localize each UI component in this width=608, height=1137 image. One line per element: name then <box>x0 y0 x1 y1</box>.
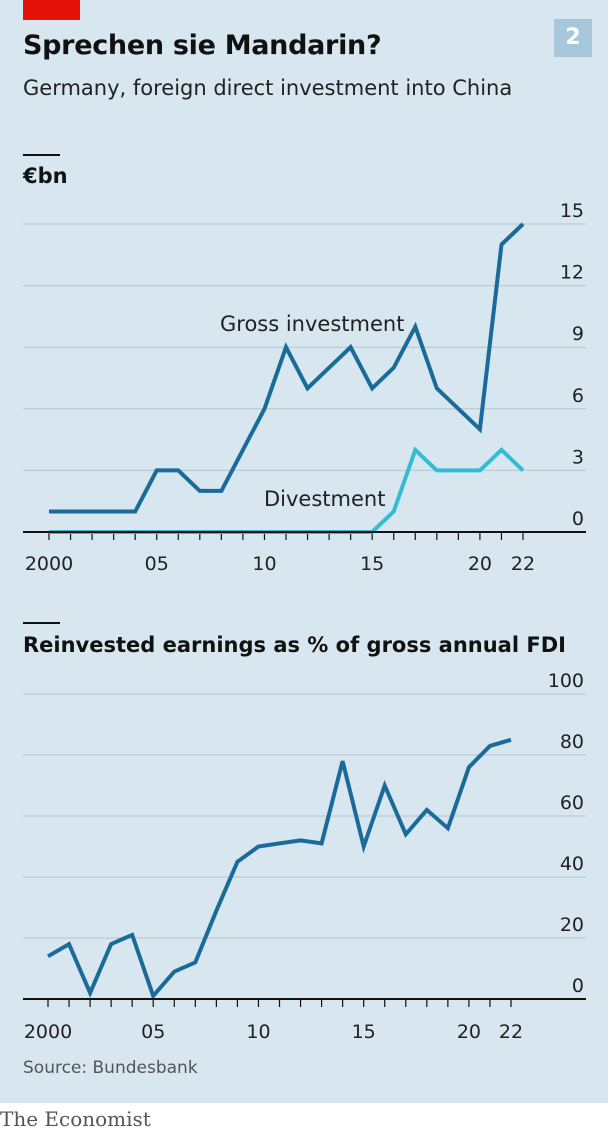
chart2-xtick-label: 22 <box>499 1021 523 1043</box>
chart1-head-rule <box>23 154 60 156</box>
chart1-xtick-label: 2000 <box>25 553 73 575</box>
chart-number-badge: 2 <box>554 19 592 57</box>
chart1-ytick-label: 15 <box>560 200 584 222</box>
chart1-xtick-label: 10 <box>252 553 276 575</box>
chart1-ytick-label: 12 <box>560 262 584 284</box>
chart2-title: Reinvested earnings as % of gross annual… <box>23 633 566 657</box>
brand-wordmark: The Economist <box>0 1107 151 1131</box>
chart1-xtick-label: 20 <box>468 553 492 575</box>
chart1-ytick-label: 3 <box>572 446 584 468</box>
chart1-series-label: Gross investment <box>220 312 404 336</box>
chart1-xtick-label: 15 <box>360 553 384 575</box>
chart2-series-reinvested-earnings <box>46 737 512 1000</box>
chart2-xtick-label: 05 <box>141 1021 165 1043</box>
chart-subtitle: Germany, foreign direct investment into … <box>23 76 513 100</box>
chart2-xtick-label: 20 <box>457 1021 481 1043</box>
chart2-ytick-label: 20 <box>560 914 584 936</box>
chart2-reinvested-earnings: 0 20 40 60 80 100 2000 05 10 15 20 22 <box>23 670 586 1043</box>
chart2-xtick-label: 2000 <box>24 1021 72 1043</box>
chart2-ytick-label: 80 <box>560 731 584 753</box>
chart2-head-rule <box>23 622 60 624</box>
chart1-xtick-label: 22 <box>511 553 535 575</box>
chart1-ytick-label: 9 <box>572 323 584 345</box>
chart1-xtick-label: 05 <box>145 553 169 575</box>
chart2-xtick-label: 10 <box>246 1021 270 1043</box>
chart-panel: Sprechen sie Mandarin? Germany, foreign … <box>0 0 608 1103</box>
chart2-ytick-label: 40 <box>560 853 584 875</box>
chart2-ytick-label: 0 <box>572 975 584 997</box>
chart1-ytick-label: 6 <box>572 385 584 407</box>
chart1-investment: 0 3 6 9 12 15 2000 05 10 15 20 22 Gross investment Di… <box>23 200 586 575</box>
source-note: Source: Bundesbank <box>23 1058 198 1078</box>
chart2-xtick-label: 15 <box>352 1021 376 1043</box>
chart-title: Sprechen sie Mandarin? <box>23 30 382 61</box>
chart2-ytick-label: 100 <box>548 670 584 692</box>
chart1-series-gross-investment <box>49 222 525 514</box>
chart1-series-label: Divestment <box>264 487 385 511</box>
chart1-unit-label: €bn <box>23 164 68 188</box>
red-accent-tab <box>23 0 80 20</box>
chart1-ytick-label: 0 <box>572 508 584 530</box>
chart2-ytick-label: 60 <box>560 792 584 814</box>
